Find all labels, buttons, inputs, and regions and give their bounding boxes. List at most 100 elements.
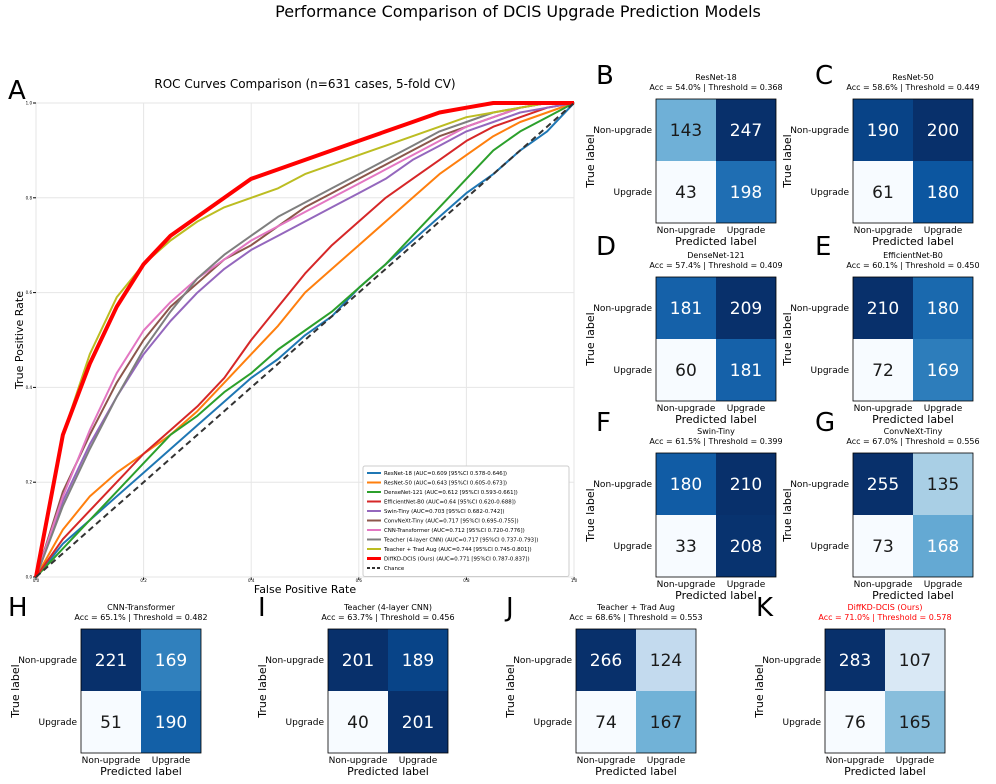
legend-label: ResNet-18 (AUC=0.609 [95%CI 0.578-0.646]…	[384, 471, 507, 477]
cm-x-tick-label: Non-upgrade	[329, 756, 388, 766]
cm-cell-value: 255	[867, 475, 899, 495]
cm-xlabel: Predicted label	[347, 765, 429, 778]
cm-cell-value: 180	[927, 299, 959, 319]
cm-title: Teacher + Trad Aug	[596, 603, 675, 612]
cm-cell	[141, 691, 201, 753]
roc-curve-3	[35, 102, 575, 578]
cm-x-tick-label: Non-upgrade	[657, 404, 716, 414]
cm-cell	[328, 629, 388, 691]
cm-subtitle: Acc = 67.0% | Threshold = 0.556	[846, 437, 979, 446]
cm-x-tick-label: Upgrade	[152, 756, 191, 766]
cm-cell	[913, 277, 973, 339]
cm-subtitle: Acc = 58.6% | Threshold = 0.449	[846, 83, 979, 92]
y-tick-label: 0.0	[26, 575, 33, 580]
cm-y-tick-label: Upgrade	[534, 718, 573, 728]
cm-ylabel: True label	[781, 312, 794, 366]
cm-cell	[716, 99, 776, 161]
cm-cell-value: 43	[675, 183, 697, 203]
cm-cell-value: 168	[927, 537, 959, 557]
y-tick-label: 0.6	[26, 290, 33, 295]
cm-xlabel: Predicted label	[675, 413, 757, 426]
cm-cell	[576, 691, 636, 753]
cm-y-tick-label: Upgrade	[811, 366, 850, 376]
cm-cell	[853, 515, 913, 577]
cm-subtitle: Acc = 60.1% | Threshold = 0.450	[846, 261, 979, 270]
cm-cell-value: 169	[155, 651, 187, 671]
legend-label: Teacher (4-layer CNN) (AUC=0.717 [95%CI …	[383, 538, 538, 544]
cm-y-tick-label: Upgrade	[811, 542, 850, 552]
cm-cell	[636, 691, 696, 753]
cm-subtitle: Acc = 63.7% | Threshold = 0.456	[321, 613, 454, 622]
cm-y-tick-label: Upgrade	[811, 188, 850, 198]
cm-cell	[81, 629, 141, 691]
cm-title: Teacher (4-layer CNN)	[343, 603, 432, 612]
cm-x-tick-label: Upgrade	[727, 226, 766, 236]
cm-cell-value: 143	[670, 121, 702, 141]
cm-title: ResNet-50	[892, 73, 933, 82]
roc-curve-1	[35, 102, 575, 578]
cm-xlabel: Predicted label	[675, 235, 757, 248]
cm-y-tick-label: Upgrade	[614, 366, 653, 376]
cm-cell	[388, 691, 448, 753]
cm-x-tick-label: Non-upgrade	[577, 756, 636, 766]
cm-cell	[716, 515, 776, 577]
panel-letter: I	[258, 593, 266, 623]
cm-cell	[885, 629, 945, 691]
panel-letter: D	[596, 232, 616, 262]
cm-cell	[885, 691, 945, 753]
cm-cell-value: 266	[590, 651, 622, 671]
cm-cell-value: 181	[670, 299, 702, 319]
cm-cell-value: 33	[675, 537, 697, 557]
cm-xlabel: Predicted label	[872, 235, 954, 248]
cm-cell-value: 72	[872, 361, 894, 381]
cm-cell-value: 135	[927, 475, 959, 495]
cm-cell	[913, 515, 973, 577]
cm-cell-value: 201	[342, 651, 374, 671]
cm-cell	[656, 277, 716, 339]
cm-x-tick-label: Upgrade	[924, 580, 963, 590]
cm-y-tick-label: Non-upgrade	[593, 126, 652, 136]
panel-letter: K	[756, 593, 774, 623]
cm-x-tick-label: Upgrade	[727, 580, 766, 590]
cm-cell-value: 73	[872, 537, 894, 557]
cm-cell-value: 190	[155, 713, 187, 733]
cm-y-tick-label: Non-upgrade	[790, 126, 849, 136]
cm-x-tick-label: Non-upgrade	[854, 226, 913, 236]
cm-frame	[852, 276, 974, 402]
cm-y-tick-label: Non-upgrade	[18, 656, 77, 666]
cm-xlabel: Predicted label	[872, 589, 954, 602]
x-tick-label: 0.2	[140, 578, 147, 583]
cm-title: Swin-Tiny	[697, 427, 735, 436]
cm-cell	[853, 339, 913, 401]
x-tick-label: 0.6	[356, 578, 363, 583]
cm-x-tick-label: Upgrade	[924, 404, 963, 414]
roc-xlabel: False Positive Rate	[254, 583, 356, 596]
cm-cell-value: 124	[650, 651, 682, 671]
cm-cell	[656, 161, 716, 223]
cm-cell	[141, 629, 201, 691]
cm-y-tick-label: Upgrade	[286, 718, 325, 728]
cm-frame	[655, 452, 777, 578]
roc-ylabel: True Positive Rate	[13, 291, 26, 390]
cm-subtitle: Acc = 68.6% | Threshold = 0.553	[569, 613, 702, 622]
cm-cell-value: 210	[730, 475, 762, 495]
panel-letter: A	[8, 76, 26, 106]
confusion-matrix-I: I Teacher (4-layer CNN)Acc = 63.7% | Thre…	[256, 593, 455, 778]
cm-y-tick-label: Upgrade	[614, 542, 653, 552]
cm-subtitle: Acc = 57.4% | Threshold = 0.409	[649, 261, 782, 270]
cm-ylabel: True label	[781, 488, 794, 542]
cm-ylabel: True label	[256, 664, 269, 718]
cm-y-tick-label: Non-upgrade	[790, 304, 849, 314]
cm-cell-value: 76	[844, 713, 866, 733]
cm-cell	[81, 691, 141, 753]
cm-cell	[656, 99, 716, 161]
cm-x-tick-label: Upgrade	[399, 756, 438, 766]
legend-label: CNN-Transformer (AUC=0.712 [95%CI 0.720-…	[384, 528, 525, 534]
x-tick-label: 0.0	[33, 578, 40, 583]
cm-frame	[80, 628, 202, 754]
cm-cell-value: 180	[927, 183, 959, 203]
